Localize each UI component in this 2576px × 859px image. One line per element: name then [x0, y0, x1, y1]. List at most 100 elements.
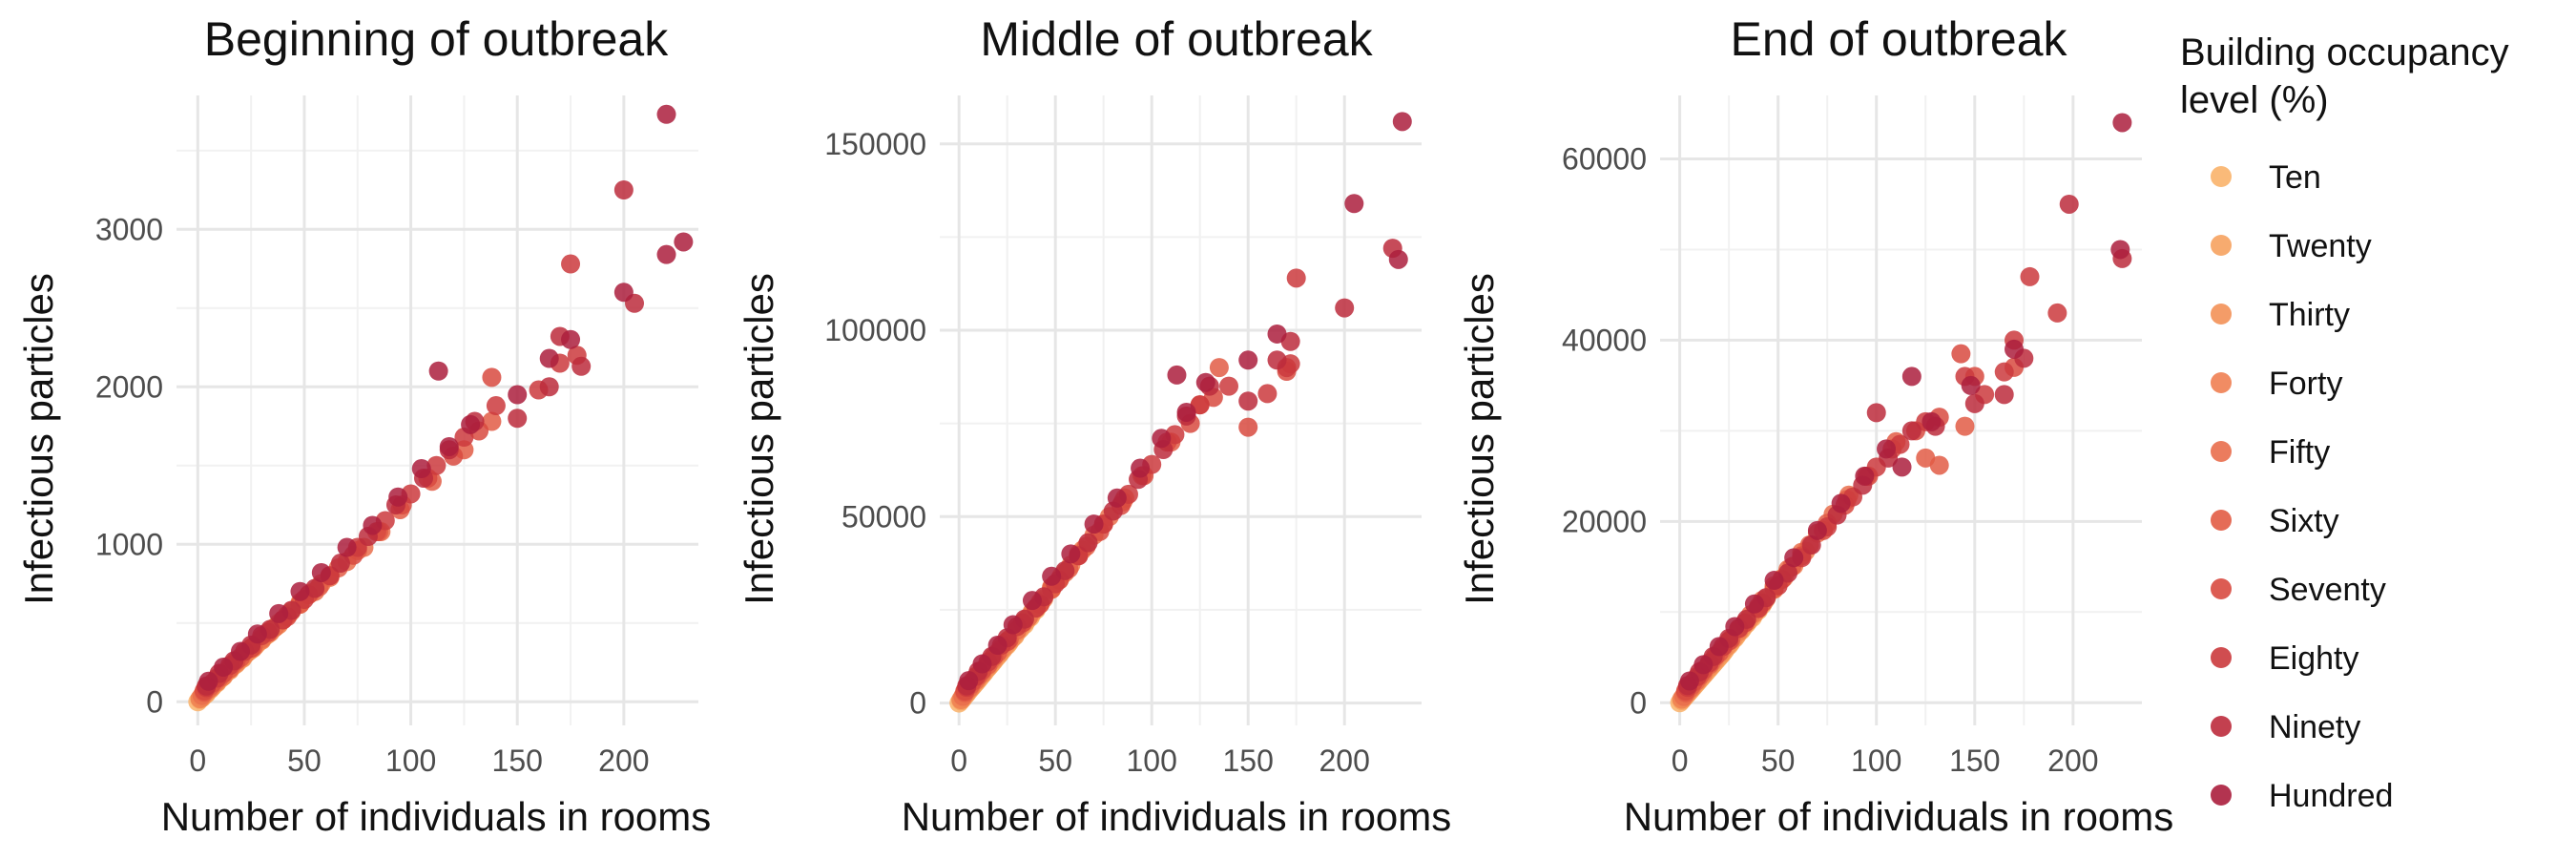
point-ninety [539, 377, 559, 397]
legend-key-fifty [2211, 441, 2232, 462]
point-eighty [486, 396, 506, 416]
point-hundred [1061, 544, 1081, 564]
x-tick-label: 150 [1949, 744, 2000, 778]
y-tick-label: 1000 [95, 527, 163, 561]
point-ninety [1335, 298, 1355, 318]
point-hundred [198, 671, 218, 691]
point-hundred [1392, 112, 1412, 132]
point-hundred [987, 636, 1008, 656]
y-axis-label: Infectious particles [1457, 273, 1502, 605]
x-tick-label: 100 [1851, 744, 1901, 778]
point-ninety [1801, 535, 1821, 555]
point-hundred [508, 385, 528, 405]
legend-label-seventy: Seventy [2269, 572, 2386, 608]
point-eighty [2047, 303, 2067, 323]
points [188, 104, 694, 712]
legend-label-ten: Ten [2269, 159, 2321, 196]
x-tick-label: 50 [287, 744, 322, 778]
x-tick-label: 0 [1672, 744, 1689, 778]
point-hundred [1764, 571, 1784, 591]
point-hundred [230, 641, 250, 661]
point-hundred [1388, 249, 1408, 269]
point-hundred [411, 459, 431, 479]
legend-label-eighty: Eighty [2269, 640, 2359, 677]
panel-title: Middle of outbreak [980, 12, 1373, 66]
point-hundred [1725, 617, 1745, 637]
point-hundred [1003, 615, 1023, 635]
legend-key-thirty [2211, 304, 2232, 325]
point-hundred [1238, 350, 1258, 370]
point-hundred [561, 329, 581, 349]
y-tick-label: 0 [909, 686, 926, 721]
point-hundred [1195, 372, 1215, 392]
x-tick-label: 150 [492, 744, 543, 778]
x-axis-label: Number of individuals in rooms [1624, 794, 2174, 839]
y-tick-label: 0 [146, 684, 163, 719]
point-hundred [972, 654, 992, 674]
y-tick-label: 0 [1630, 685, 1647, 720]
legend-key-eighty [2211, 647, 2232, 668]
point-sixty [1209, 358, 1229, 378]
point-hundred [674, 232, 694, 252]
point-hundred [2005, 339, 2025, 359]
point-hundred [290, 581, 310, 601]
point-hundred [1807, 520, 1827, 540]
point-hundred [1344, 194, 1364, 214]
point-hundred [247, 624, 267, 644]
y-tick-label: 40000 [1562, 323, 1647, 357]
panel-title: Beginning of outbreak [204, 12, 669, 66]
panel-beginning-of-outbreak: Beginning of outbreak Number of individu… [16, 12, 711, 839]
point-sixty [1929, 455, 1949, 475]
y-tick-label: 150000 [824, 127, 926, 161]
point-eighty [1994, 362, 2014, 382]
point-hundred [1961, 375, 1981, 395]
legend-label-twenty: Twenty [2269, 228, 2372, 264]
x-tick-label: 0 [189, 744, 206, 778]
point-hundred [1784, 548, 1804, 568]
point-ninety [1901, 421, 1922, 441]
point-eighty [2020, 266, 2040, 286]
point-hundred [1152, 429, 1172, 449]
x-tick-label: 100 [1127, 744, 1177, 778]
legend-label-fifty: Fifty [2269, 434, 2330, 471]
point-ninety [1964, 393, 1984, 413]
point-ninety [508, 409, 528, 429]
point-hundred [1042, 566, 1062, 586]
point-hundred [1901, 367, 1922, 387]
point-hundred [613, 283, 634, 303]
panel-end-of-outbreak: End of outbreak Number of individuals in… [1457, 12, 2173, 839]
y-tick-label: 20000 [1562, 504, 1647, 538]
legend-label-ninety: Ninety [2269, 709, 2360, 745]
point-seventy [482, 367, 502, 388]
point-hundred [461, 414, 481, 434]
x-tick-label: 150 [1223, 744, 1274, 778]
x-tick-label: 50 [1761, 744, 1796, 778]
point-hundred [1176, 402, 1196, 422]
point-seventy [1951, 344, 1971, 364]
x-tick-label: 200 [598, 744, 649, 778]
legend-label-thirty: Thirty [2269, 297, 2350, 333]
point-hundred [388, 487, 408, 507]
point-ninety [571, 356, 592, 376]
point-hundred [1693, 655, 1714, 675]
point-hundred [1831, 493, 1851, 513]
x-tick-label: 50 [1038, 744, 1072, 778]
y-axis-label: Infectious particles [16, 273, 61, 605]
point-ninety [305, 578, 325, 598]
y-tick-label: 50000 [841, 499, 926, 534]
point-hundred [539, 348, 559, 368]
legend-label-forty: Forty [2269, 366, 2342, 402]
point-ninety [1994, 385, 2014, 405]
point-hundred [2112, 113, 2132, 133]
x-tick-label: 200 [2047, 744, 2098, 778]
y-tick-label: 2000 [95, 369, 163, 404]
point-hundred [1267, 324, 1287, 344]
point-hundred [337, 537, 357, 557]
point-hundred [656, 104, 676, 124]
y-tick-label: 100000 [824, 313, 926, 347]
legend-title-line-1: Building occupancy [2180, 31, 2509, 73]
point-hundred [1167, 365, 1187, 385]
point-hundred [656, 244, 676, 264]
legend-label-sixty: Sixty [2269, 503, 2339, 539]
point-ninety [2059, 194, 2079, 214]
